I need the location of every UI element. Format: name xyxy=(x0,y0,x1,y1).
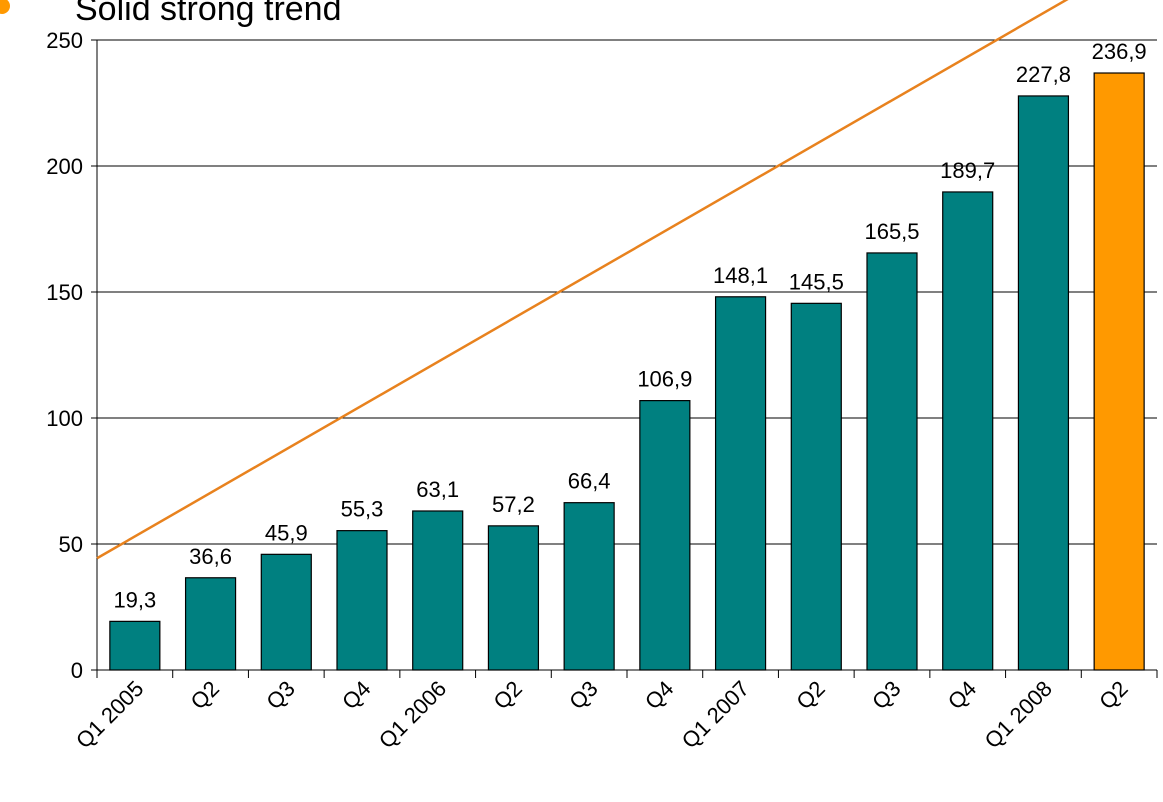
x-tick-label: Q2 xyxy=(1094,676,1132,714)
value-label: 227,8 xyxy=(1016,62,1071,87)
bar xyxy=(1093,72,1145,671)
x-tick-label: Q1 2006 xyxy=(374,676,451,753)
trend-line xyxy=(96,0,1069,560)
x-tick-label: Q1 2008 xyxy=(980,676,1057,753)
value-label: 45,9 xyxy=(265,520,308,545)
y-tick-label: 200 xyxy=(46,154,83,179)
x-tick-label: Q3 xyxy=(564,676,602,714)
x-tick-label: Q2 xyxy=(186,676,224,714)
x-tick-label: Q4 xyxy=(943,676,981,714)
bar xyxy=(714,296,767,671)
x-tick-label: Q2 xyxy=(791,676,829,714)
bar xyxy=(790,302,842,671)
value-label: 148,1 xyxy=(713,263,768,288)
x-tick-label: Q4 xyxy=(337,676,375,714)
y-tick-label: 150 xyxy=(46,280,83,305)
x-tick-label: Q1 2005 xyxy=(71,676,148,753)
y-tick-label: 100 xyxy=(46,406,83,431)
value-label: 165,5 xyxy=(864,219,919,244)
bar xyxy=(260,553,312,671)
x-tick-label: Q1 2007 xyxy=(677,676,754,753)
value-label: 57,2 xyxy=(492,492,535,517)
value-label: 145,5 xyxy=(789,269,844,294)
value-label: 36,6 xyxy=(189,544,232,569)
y-tick-label: 0 xyxy=(71,658,83,683)
value-label: 63,1 xyxy=(416,477,459,502)
bar xyxy=(866,252,918,671)
bar xyxy=(942,191,994,671)
bar xyxy=(184,577,237,671)
bullet xyxy=(0,0,10,14)
bar xyxy=(563,502,615,671)
x-tick-label: Q4 xyxy=(640,676,678,714)
chart-title: Solid strong trend xyxy=(75,0,342,28)
bar xyxy=(109,620,161,671)
value-label: 189,7 xyxy=(940,158,995,183)
x-tick-label: Q2 xyxy=(489,676,527,714)
y-tick-label: 250 xyxy=(46,28,83,53)
value-label: 19,3 xyxy=(113,587,156,612)
value-label: 55,3 xyxy=(341,497,384,522)
bar xyxy=(487,525,540,671)
x-tick-label: Q3 xyxy=(261,676,299,714)
bar xyxy=(1017,95,1070,671)
value-label: 66,4 xyxy=(568,469,611,494)
bar xyxy=(639,400,691,671)
bar xyxy=(412,510,464,671)
bar xyxy=(336,530,388,671)
x-tick-label: Q3 xyxy=(867,676,905,714)
value-label: 106,9 xyxy=(637,367,692,392)
y-tick-label: 50 xyxy=(59,532,83,557)
value-label: 236,9 xyxy=(1092,39,1147,64)
